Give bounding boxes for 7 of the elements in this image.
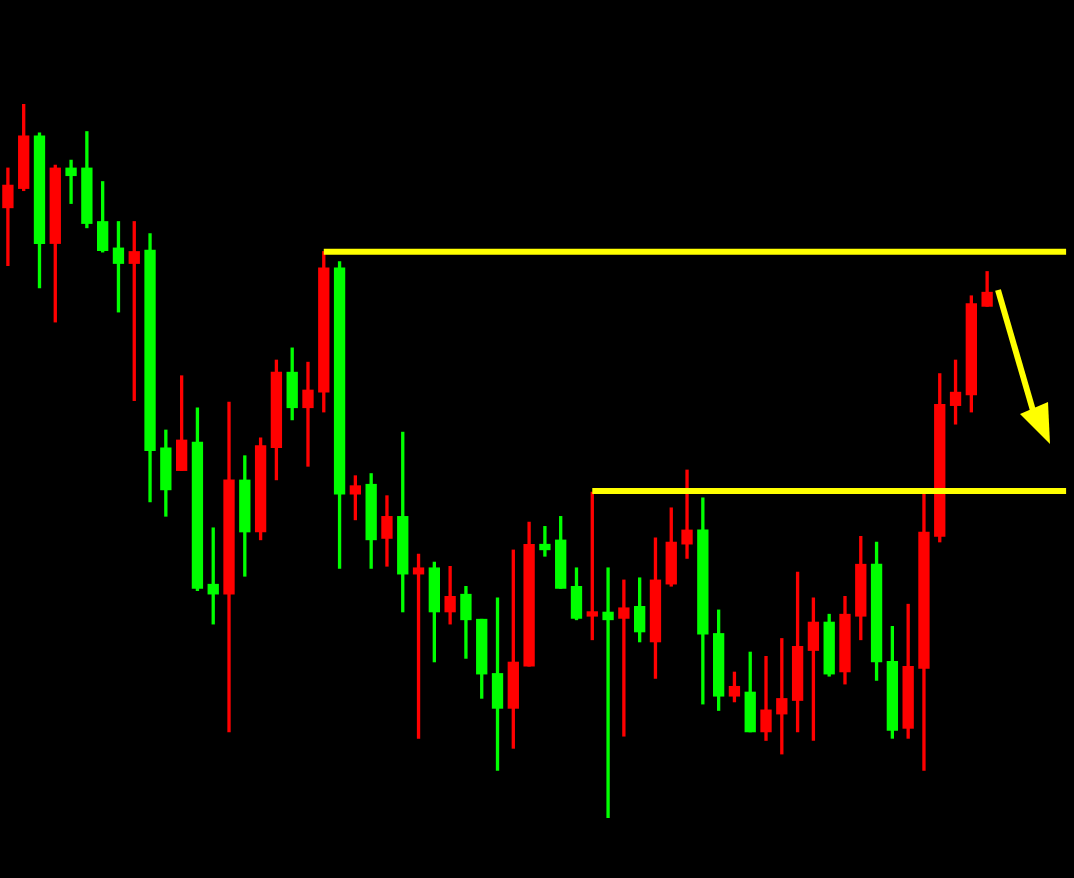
- candlestick: [602, 567, 614, 818]
- candlestick: [539, 526, 551, 557]
- candlestick: [681, 469, 693, 559]
- candlestick: [65, 159, 77, 204]
- candlestick: [2, 167, 14, 267]
- candlestick: [302, 361, 314, 467]
- candlestick: [618, 579, 630, 737]
